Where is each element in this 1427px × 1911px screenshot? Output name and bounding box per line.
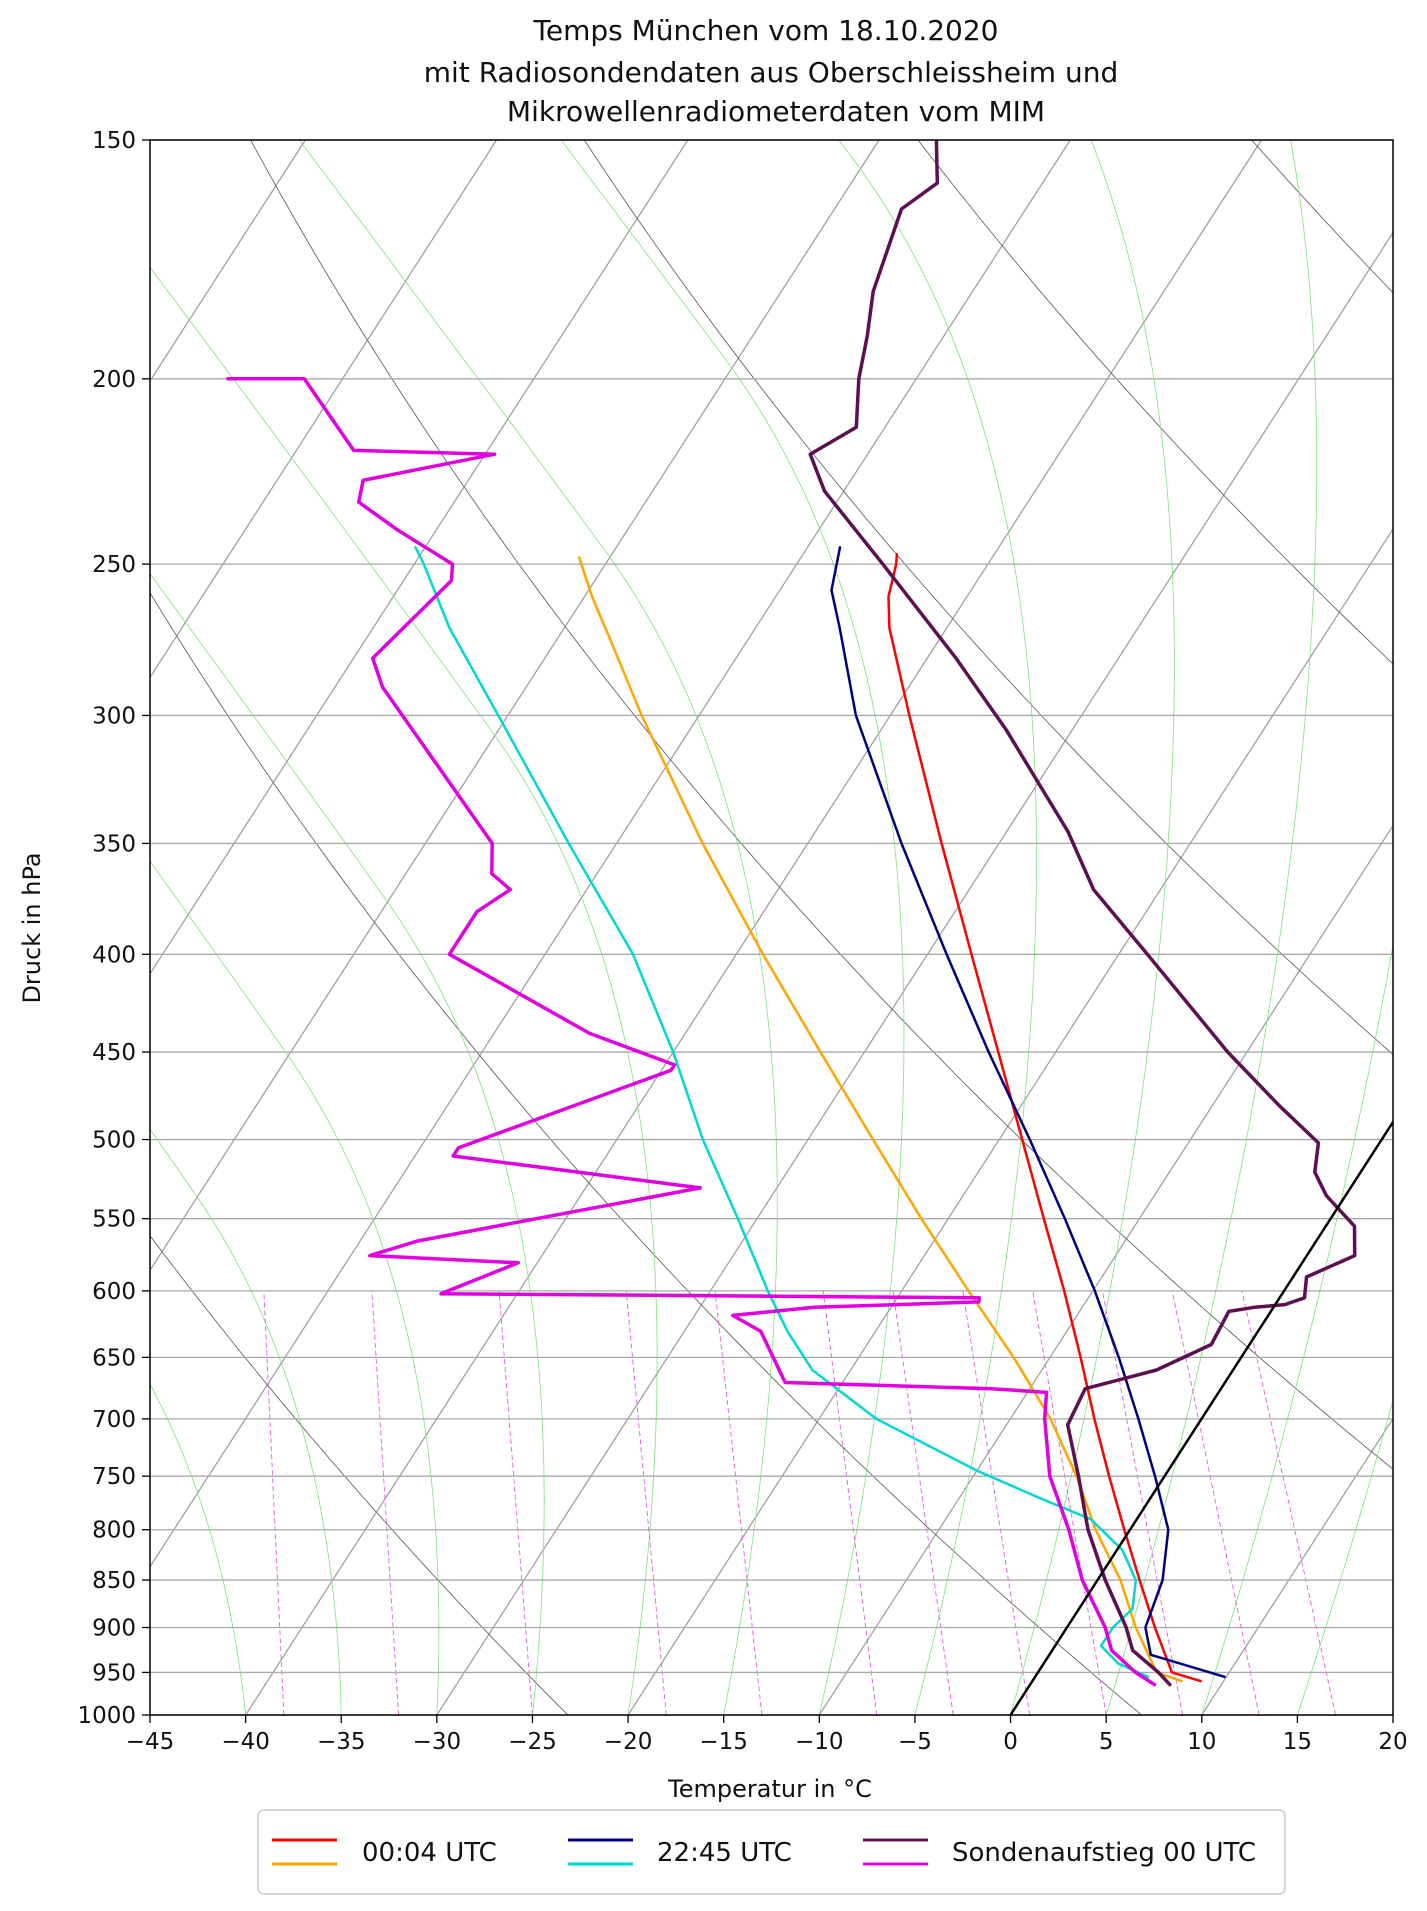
x-tick-label: −10 <box>795 1729 844 1755</box>
legend-label-0004: 00:04 UTC <box>362 1838 497 1868</box>
x-tick-label: 15 <box>1283 1729 1312 1755</box>
x-tick-label: 5 <box>1099 1729 1114 1755</box>
x-tick-label: −5 <box>898 1729 932 1755</box>
y-tick-label: 350 <box>92 831 136 857</box>
x-tick-label: 10 <box>1187 1729 1216 1755</box>
y-tick-label: 600 <box>92 1279 136 1305</box>
y-tick-label: 300 <box>92 703 136 729</box>
y-tick-label: 950 <box>92 1660 136 1686</box>
y-tick-label: 650 <box>92 1345 136 1371</box>
y-tick-label: 550 <box>92 1207 136 1233</box>
y-axis-label: Druck in hPa <box>18 852 46 1003</box>
y-tick-label: 1000 <box>77 1703 136 1729</box>
chart-title-line-3: Mikrowellenradiometerdaten vom MIM <box>507 95 1045 128</box>
y-tick-label: 700 <box>92 1407 136 1433</box>
x-tick-label: −40 <box>221 1729 270 1755</box>
legend-label-2245: 22:45 UTC <box>657 1838 792 1868</box>
y-tick-label: 900 <box>92 1616 136 1642</box>
y-tick-label: 500 <box>92 1128 136 1154</box>
legend: 00:04 UTC 22:45 UTC Sondenaufstieg 00 UT… <box>258 1810 1285 1894</box>
x-tick-label: −15 <box>699 1729 748 1755</box>
y-tick-label: 800 <box>92 1518 136 1544</box>
y-tick-label: 450 <box>92 1040 136 1066</box>
y-tick-label: 200 <box>92 367 136 393</box>
chart-title-line-1: Temps München vom 18.10.2020 <box>533 14 999 47</box>
y-tick-label: 850 <box>92 1568 136 1594</box>
x-tick-label: −20 <box>604 1729 653 1755</box>
x-tick-label: 0 <box>1003 1729 1018 1755</box>
x-tick-label: −25 <box>508 1729 557 1755</box>
y-tick-label: 150 <box>92 128 136 154</box>
y-tick-label: 750 <box>92 1464 136 1490</box>
x-axis-label: Temperatur in °C <box>667 1775 872 1803</box>
y-tick-label: 250 <box>92 552 136 578</box>
x-tick-label: 20 <box>1378 1729 1407 1755</box>
x-tick-label: −45 <box>126 1729 175 1755</box>
x-tick-label: −30 <box>413 1729 462 1755</box>
y-tick-label: 400 <box>92 942 136 968</box>
chart-title-line-2: mit Radiosondendaten aus Oberschleisshei… <box>424 56 1118 89</box>
legend-label-sonde: Sondenaufstieg 00 UTC <box>952 1838 1256 1868</box>
x-tick-label: −35 <box>317 1729 366 1755</box>
